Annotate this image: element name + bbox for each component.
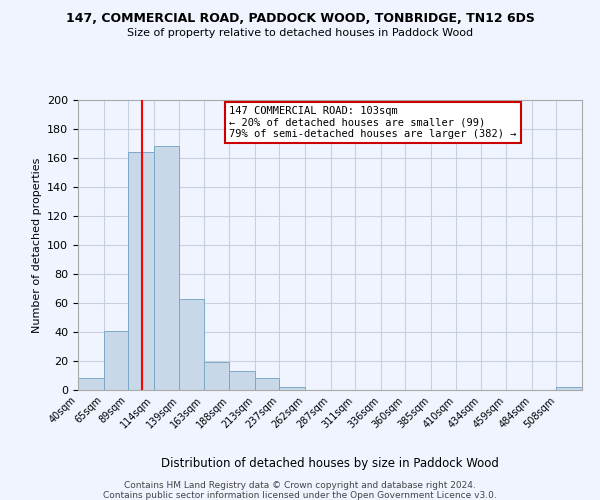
Bar — [280, 387, 305, 390]
Text: Distribution of detached houses by size in Paddock Wood: Distribution of detached houses by size … — [161, 458, 499, 470]
Text: 147 COMMERCIAL ROAD: 103sqm
← 20% of detached houses are smaller (99)
79% of sem: 147 COMMERCIAL ROAD: 103sqm ← 20% of det… — [229, 106, 517, 139]
Bar — [556, 387, 582, 390]
Bar — [179, 298, 204, 390]
Text: 147, COMMERCIAL ROAD, PADDOCK WOOD, TONBRIDGE, TN12 6DS: 147, COMMERCIAL ROAD, PADDOCK WOOD, TONB… — [65, 12, 535, 26]
Text: Size of property relative to detached houses in Paddock Wood: Size of property relative to detached ho… — [127, 28, 473, 38]
Text: Contains HM Land Registry data © Crown copyright and database right 2024.: Contains HM Land Registry data © Crown c… — [124, 481, 476, 490]
Bar — [154, 146, 179, 390]
Bar — [204, 362, 229, 390]
Y-axis label: Number of detached properties: Number of detached properties — [32, 158, 41, 332]
Bar — [104, 330, 128, 390]
Bar — [229, 371, 255, 390]
Bar — [128, 152, 154, 390]
Text: Contains public sector information licensed under the Open Government Licence v3: Contains public sector information licen… — [103, 491, 497, 500]
Bar — [255, 378, 280, 390]
Bar — [78, 378, 104, 390]
